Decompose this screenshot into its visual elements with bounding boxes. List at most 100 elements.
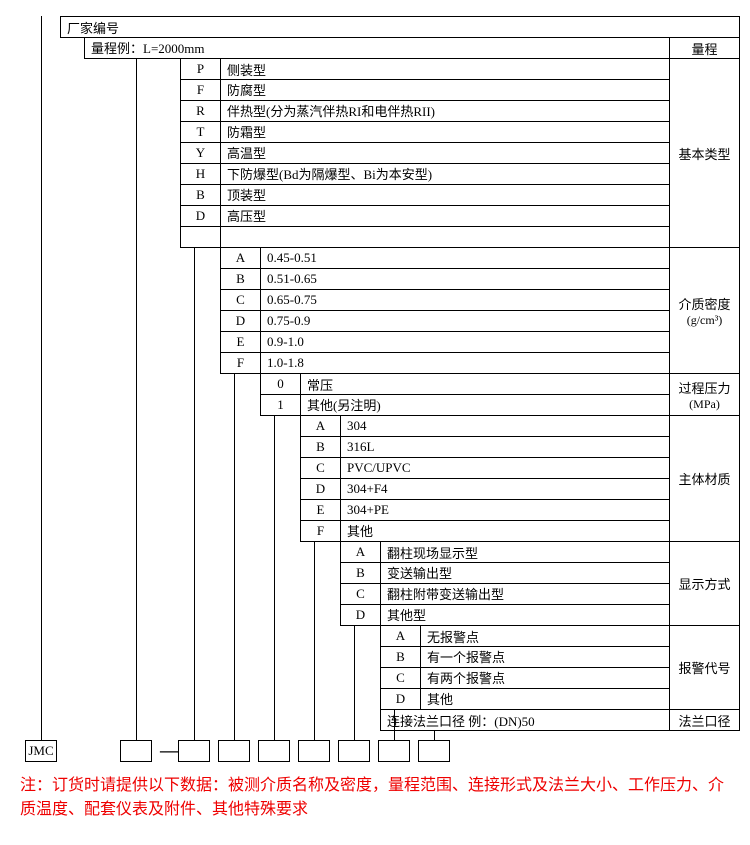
row-alarm-A: A无报警点 <box>380 625 670 647</box>
code: 0 <box>261 374 301 394</box>
vline-0 <box>194 247 195 740</box>
cat-label: 报警代号 <box>678 658 730 677</box>
row-basic_type-R: R伴热型(分为蒸汽伴热RI和电伴热RII) <box>180 100 670 122</box>
code: H <box>181 163 221 184</box>
code: E <box>301 499 341 520</box>
code: D <box>381 688 421 709</box>
row-basic_type-Y: Y高温型 <box>180 142 670 164</box>
vline-jmc <box>41 16 42 740</box>
code: Y <box>181 142 221 163</box>
code: B <box>381 646 421 667</box>
row-material-F: F其他 <box>300 520 670 542</box>
code: D <box>221 310 261 331</box>
code-box <box>378 740 410 762</box>
flange-text: 连接法兰口径 例：(DN)50 <box>381 710 669 730</box>
ordering-code-diagram: 厂家编号量程例：L=2000mm量程P侧装型F防腐型R伴热型(分为蒸汽伴热RI和… <box>10 10 740 835</box>
cat-label: 显示方式 <box>678 574 730 593</box>
row-pressure-0: 0常压 <box>260 373 670 395</box>
code: F <box>221 352 261 373</box>
row-display-A: A翻柱现场显示型 <box>340 541 670 563</box>
row-basic_type-D: D高压型 <box>180 205 670 227</box>
desc: 翻柱现场显示型 <box>381 542 669 562</box>
cat-basic_type: 基本类型 <box>669 58 740 248</box>
cat-alarm: 报警代号 <box>669 625 740 710</box>
code: E <box>221 331 261 352</box>
code: D <box>341 604 381 625</box>
row-alarm-B: B有一个报警点 <box>380 646 670 668</box>
dash: — <box>160 740 178 761</box>
code-box <box>338 740 370 762</box>
vline-1 <box>234 373 235 740</box>
row-material-B: B316L <box>300 436 670 458</box>
code: 1 <box>261 394 301 415</box>
desc: 其他(另注明) <box>301 394 669 415</box>
cat-pressure: 过程压力(MPa) <box>669 373 740 416</box>
vline-3 <box>314 541 315 740</box>
code-box <box>258 740 290 762</box>
cat-range: 量程 <box>669 37 740 59</box>
row-display-B: B变送输出型 <box>340 562 670 584</box>
desc: 无报警点 <box>421 626 669 646</box>
row-pressure-1: 1其他(另注明) <box>260 394 670 416</box>
cat-label: 基本类型 <box>678 144 730 163</box>
code: A <box>221 248 261 268</box>
row-alarm-D: D其他 <box>380 688 670 710</box>
code-box <box>218 740 250 762</box>
row-basic_type-T: T防霜型 <box>180 121 670 143</box>
cat-density: 介质密度(g/cm³) <box>669 247 740 374</box>
desc: 高温型 <box>221 142 669 163</box>
code: T <box>181 121 221 142</box>
blank-basic_type-0 <box>180 226 670 248</box>
cat-material: 主体材质 <box>669 415 740 542</box>
desc: 1.0-1.8 <box>261 352 669 373</box>
desc: 304+PE <box>341 499 669 520</box>
row-material-C: CPVC/UPVC <box>300 457 670 479</box>
blank-code <box>181 226 221 247</box>
code: D <box>301 478 341 499</box>
cat-label: 介质密度 <box>678 294 730 313</box>
desc: 翻柱附带变送输出型 <box>381 583 669 604</box>
vline-6 <box>434 730 435 740</box>
row-material-D: D304+F4 <box>300 478 670 500</box>
cat-label: 过程压力 <box>678 378 730 397</box>
code: A <box>381 626 421 646</box>
code-box <box>418 740 450 762</box>
cat-label: 主体材质 <box>678 469 730 488</box>
prefix-box: JMC <box>25 740 57 762</box>
code: B <box>341 562 381 583</box>
flange-row: 连接法兰口径 例：(DN)50 <box>380 709 670 731</box>
desc: 常压 <box>301 374 669 394</box>
range-row: 量程例：L=2000mm <box>84 37 670 59</box>
desc: 其他型 <box>381 604 669 625</box>
row-material-E: E304+PE <box>300 499 670 521</box>
desc: 其他 <box>421 688 669 709</box>
cat-display: 显示方式 <box>669 541 740 626</box>
desc: 316L <box>341 436 669 457</box>
cat-unit: (g/cm³) <box>687 313 723 328</box>
desc: 防腐型 <box>221 79 669 100</box>
vline-4 <box>354 625 355 740</box>
cat-unit: (MPa) <box>689 397 720 412</box>
desc: 0.51-0.65 <box>261 268 669 289</box>
vline-5 <box>394 709 395 740</box>
order-note: 注：订货时请提供以下数据：被测介质名称及密度，量程范围、连接形式及法兰大小、工作… <box>20 774 730 822</box>
row-density-D: D0.75-0.9 <box>220 310 670 332</box>
vline-2 <box>274 415 275 740</box>
desc: 高压型 <box>221 205 669 226</box>
row-basic_type-F: F防腐型 <box>180 79 670 101</box>
desc: 伴热型(分为蒸汽伴热RI和电伴热RII) <box>221 100 669 121</box>
desc: 变送输出型 <box>381 562 669 583</box>
row-alarm-C: C有两个报警点 <box>380 667 670 689</box>
desc: 304+F4 <box>341 478 669 499</box>
code: C <box>301 457 341 478</box>
desc: 0.75-0.9 <box>261 310 669 331</box>
code: B <box>221 268 261 289</box>
code: F <box>181 79 221 100</box>
desc: 有两个报警点 <box>421 667 669 688</box>
desc: 其他 <box>341 520 669 541</box>
code: F <box>301 520 341 541</box>
code-box <box>298 740 330 762</box>
blank-desc <box>221 226 669 247</box>
row-density-B: B0.51-0.65 <box>220 268 670 290</box>
code: B <box>301 436 341 457</box>
